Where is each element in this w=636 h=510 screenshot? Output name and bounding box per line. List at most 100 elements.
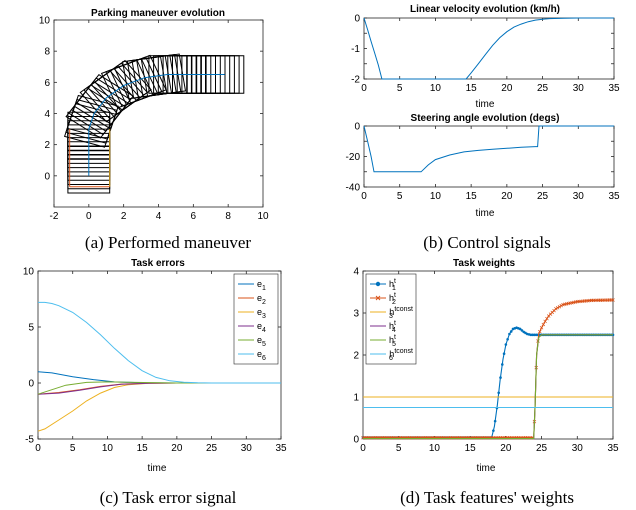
steering-title: Steering angle evolution (degs) — [411, 113, 560, 124]
velocity-xtick-label: 20 — [501, 83, 513, 94]
caption-c: (c) Task error signal — [100, 488, 237, 507]
vehicle-footprint — [205, 55, 245, 94]
steering-xtick-label: 0 — [361, 191, 367, 202]
weights-ytick-label: 1 — [353, 393, 359, 404]
weights-legend-label: ht 4 — [389, 320, 396, 334]
errors-series-line — [37, 381, 281, 395]
weights-marker — [559, 303, 563, 308]
maneuver-title: Parking maneuver evolution — [91, 8, 225, 19]
vehicle-path-line — [88, 74, 225, 176]
weights-xtick-label: 20 — [500, 443, 512, 454]
errors-xtick-label: 0 — [35, 443, 41, 454]
maneuver-xtick-label: -2 — [50, 211, 59, 222]
errors-xtick-label: 5 — [70, 443, 76, 454]
errors-xtick-label: 15 — [137, 443, 149, 454]
weights-marker — [504, 343, 508, 346]
errors-ytick-label: 5 — [28, 323, 34, 334]
weights-marker — [509, 330, 513, 333]
weights-marker — [557, 304, 562, 309]
weights-marker — [493, 419, 497, 423]
weights-marker — [492, 429, 495, 432]
maneuver-xtick-label: 6 — [191, 211, 197, 222]
steering-xtick-label: 30 — [573, 191, 585, 202]
weights-marker — [520, 329, 524, 332]
velocity-xtick-label: 25 — [537, 83, 549, 94]
maneuver-ytick-label: 6 — [44, 78, 50, 89]
errors-ytick-label: -5 — [25, 435, 34, 446]
weights-marker — [508, 332, 511, 336]
weights-marker — [538, 329, 542, 334]
maneuver-xtick-label: 10 — [257, 211, 269, 222]
weights-marker — [533, 333, 536, 337]
weights-marker — [529, 333, 533, 337]
weights-marker — [534, 333, 538, 337]
steering-series-line — [363, 125, 614, 173]
maneuver-xtick-label: 0 — [86, 211, 92, 222]
weights-ytick-label: 4 — [353, 267, 359, 278]
velocity-xtick-label: 30 — [573, 83, 585, 94]
weights-marker — [539, 325, 544, 330]
maneuver-xtick-label: 4 — [156, 211, 162, 222]
vehicle-footprint — [66, 94, 119, 140]
velocity-axes: 0 5 10 15 20 25 30 35 -2 -1 0 — [351, 14, 620, 95]
maneuver-axes: -2 0 2 4 6 8 10 0 2 4 6 8 10 — [39, 16, 269, 223]
maneuver-boundaries — [69, 74, 225, 188]
weights-legend-marker — [375, 295, 381, 301]
weights-xtick-label: 15 — [465, 443, 477, 454]
weights-xtick-label: 25 — [536, 443, 548, 454]
weights-legend-label: ht 1 — [389, 278, 396, 292]
errors-legend-label: e4 — [257, 321, 266, 334]
errors-legend-label: e2 — [257, 293, 266, 306]
maneuver-xtick-label: 8 — [225, 211, 231, 222]
steering-frame — [363, 125, 615, 188]
maneuver-ytick-label: 8 — [44, 47, 50, 58]
steering-xtick-label: 5 — [397, 191, 403, 202]
steering-xtick-label: 15 — [466, 191, 478, 202]
velocity-xtick-label: 0 — [361, 83, 367, 94]
weights-legend-marker — [375, 281, 381, 287]
weights-xtick-label: 30 — [572, 443, 584, 454]
steering-xtick-label: 35 — [608, 191, 620, 202]
weights-legend-label: ht 2 — [389, 292, 396, 306]
weights-legend-box — [365, 273, 417, 365]
errors-xtick-label: 10 — [102, 443, 114, 454]
errors-xtick-label: 30 — [241, 443, 253, 454]
weights-series-line — [363, 334, 613, 440]
maneuver-ytick-label: 10 — [39, 16, 51, 27]
errors-xtick-label: 35 — [275, 443, 287, 454]
velocity-xtick-label: 5 — [397, 83, 403, 94]
maneuver-ytick-label: 0 — [44, 171, 50, 182]
velocity-xtick-label: 15 — [466, 83, 478, 94]
errors-ytick-label: 10 — [23, 267, 35, 278]
steering-xtick-label: 25 — [537, 191, 549, 202]
weights-marker — [502, 352, 506, 355]
weights-xtick-label: 0 — [360, 443, 366, 454]
velocity-title: Linear velocity evolution (km/h) — [410, 4, 560, 15]
weights-marker — [531, 333, 534, 337]
velocity-xtick-label: 35 — [608, 83, 620, 94]
weights-legend-label: ht 5 — [389, 334, 396, 348]
errors-xtick-label: 20 — [171, 443, 183, 454]
errors-legend-label: e5 — [257, 335, 266, 348]
velocity-ytick-label: 0 — [354, 14, 360, 25]
steering-ytick-label: -40 — [346, 183, 361, 194]
weights-marker — [500, 363, 504, 366]
weights-xlabel: time — [477, 463, 496, 474]
weights-marker — [497, 391, 501, 395]
steering-axes: 0 5 10 15 20 25 30 35 -40 -20 0 — [346, 122, 620, 203]
velocity-ytick-label: -2 — [351, 75, 360, 86]
errors-legend-box — [233, 273, 279, 365]
errors-xtick-label: 25 — [206, 443, 218, 454]
weights-title: Task weights — [453, 258, 515, 269]
weights-marker — [506, 337, 509, 341]
steering-ytick-label: 0 — [354, 122, 360, 133]
steering-xlabel: time — [476, 208, 495, 219]
errors-legend-label: e6 — [257, 349, 266, 362]
steering-xtick-label: 20 — [501, 191, 513, 202]
weights-ytick-label: 3 — [353, 309, 359, 320]
velocity-ytick-label: -1 — [351, 44, 360, 55]
maneuver-xtick-label: 2 — [121, 211, 127, 222]
